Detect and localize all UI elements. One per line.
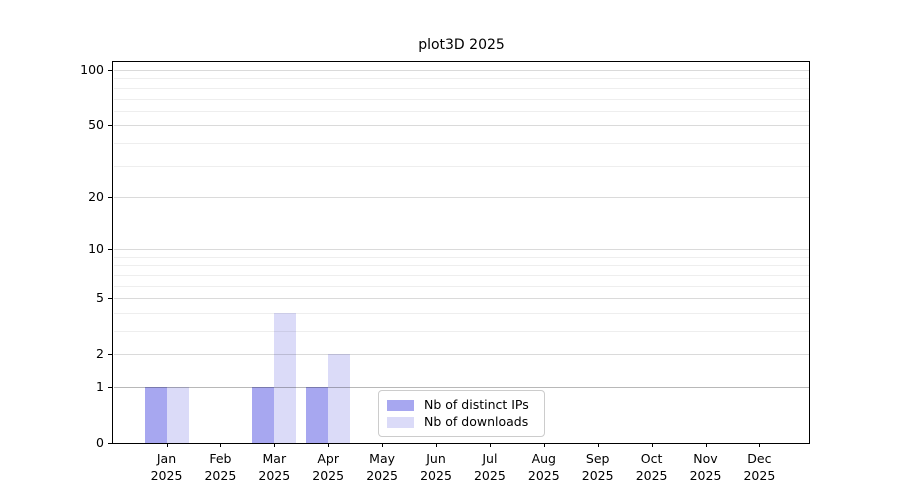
legend-label-downloads: Nb of downloads xyxy=(424,414,529,429)
x-tick-label: Sep 2025 xyxy=(581,451,614,483)
y-tick-label: 50 xyxy=(88,117,104,133)
x-tick-label: May 2025 xyxy=(366,451,398,483)
chart-legend: Nb of distinct IPs Nb of downloads xyxy=(378,390,545,437)
y-tick-label: 10 xyxy=(88,241,104,257)
x-tick-label: Jul 2025 xyxy=(473,451,506,483)
x-tick-label: Oct 2025 xyxy=(635,451,668,483)
legend-item-distinct-ips: Nb of distinct IPs xyxy=(387,397,534,413)
x-tick-label: Apr 2025 xyxy=(312,451,345,483)
x-tick-label: Feb 2025 xyxy=(204,451,237,483)
legend-label-distinct-ips: Nb of distinct IPs xyxy=(424,397,529,412)
y-tick-label: 2 xyxy=(96,346,104,362)
x-tick-label: Dec 2025 xyxy=(743,451,776,483)
x-tick-label: Aug 2025 xyxy=(527,451,560,483)
legend-swatch-distinct-ips-icon xyxy=(387,399,414,411)
y-tick-label: 1 xyxy=(96,378,104,394)
x-tick-label: Nov 2025 xyxy=(689,451,722,483)
chart-title: plot3D 2025 xyxy=(418,37,505,53)
x-tick-label: Jun 2025 xyxy=(420,451,452,483)
y-tick-label: 5 xyxy=(96,290,104,306)
legend-item-downloads: Nb of downloads xyxy=(387,414,534,430)
y-tick-label: 0 xyxy=(96,435,104,450)
y-tick-label: 100 xyxy=(80,62,104,78)
x-tick-label: Mar 2025 xyxy=(258,451,291,483)
x-tick-label: Jan 2025 xyxy=(150,451,183,483)
y-tick-label: 20 xyxy=(88,188,104,204)
plot-area-frame xyxy=(112,61,810,444)
legend-swatch-downloads-icon xyxy=(387,416,414,428)
